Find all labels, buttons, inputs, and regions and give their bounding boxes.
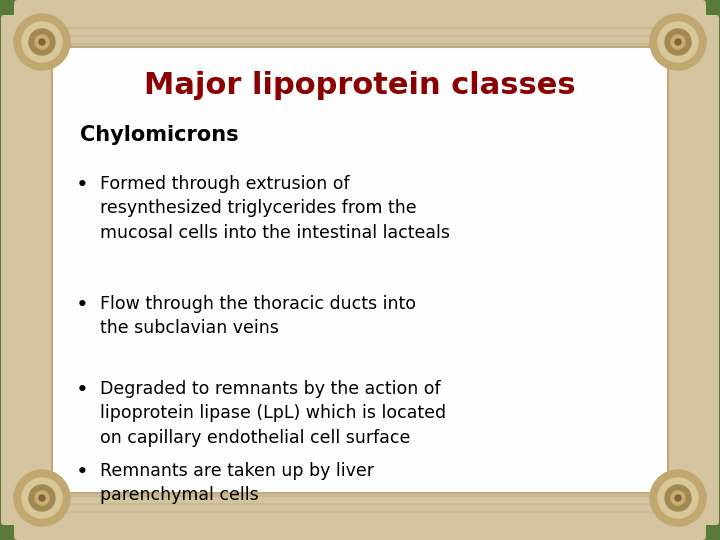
Circle shape <box>29 485 55 511</box>
Circle shape <box>658 22 698 62</box>
FancyBboxPatch shape <box>1 15 57 525</box>
Circle shape <box>22 22 62 62</box>
Circle shape <box>671 35 685 49</box>
FancyBboxPatch shape <box>52 47 668 493</box>
Circle shape <box>35 35 49 49</box>
Text: Chylomicrons: Chylomicrons <box>80 125 238 145</box>
Circle shape <box>675 39 681 45</box>
Text: Formed through extrusion of
resynthesized triglycerides from the
mucosal cells i: Formed through extrusion of resynthesize… <box>100 175 450 241</box>
Text: •: • <box>76 462 89 482</box>
Circle shape <box>35 491 49 505</box>
Circle shape <box>22 478 62 518</box>
FancyBboxPatch shape <box>14 0 706 60</box>
Text: Flow through the thoracic ducts into
the subclavian veins: Flow through the thoracic ducts into the… <box>100 295 416 338</box>
Circle shape <box>671 491 685 505</box>
Text: Major lipoprotein classes: Major lipoprotein classes <box>144 71 576 99</box>
Text: Degraded to remnants by the action of
lipoprotein lipase (LpL) which is located
: Degraded to remnants by the action of li… <box>100 380 446 447</box>
Circle shape <box>650 470 706 526</box>
Circle shape <box>39 495 45 501</box>
FancyBboxPatch shape <box>14 480 706 540</box>
Circle shape <box>29 29 55 55</box>
Text: •: • <box>76 295 89 315</box>
Text: •: • <box>76 380 89 400</box>
Circle shape <box>658 478 698 518</box>
Text: •: • <box>76 175 89 195</box>
Circle shape <box>665 485 691 511</box>
Text: Remnants are taken up by liver
parenchymal cells: Remnants are taken up by liver parenchym… <box>100 462 374 504</box>
Circle shape <box>14 470 70 526</box>
Circle shape <box>675 495 681 501</box>
Circle shape <box>665 29 691 55</box>
FancyBboxPatch shape <box>663 15 719 525</box>
Circle shape <box>14 14 70 70</box>
Circle shape <box>650 14 706 70</box>
Circle shape <box>39 39 45 45</box>
